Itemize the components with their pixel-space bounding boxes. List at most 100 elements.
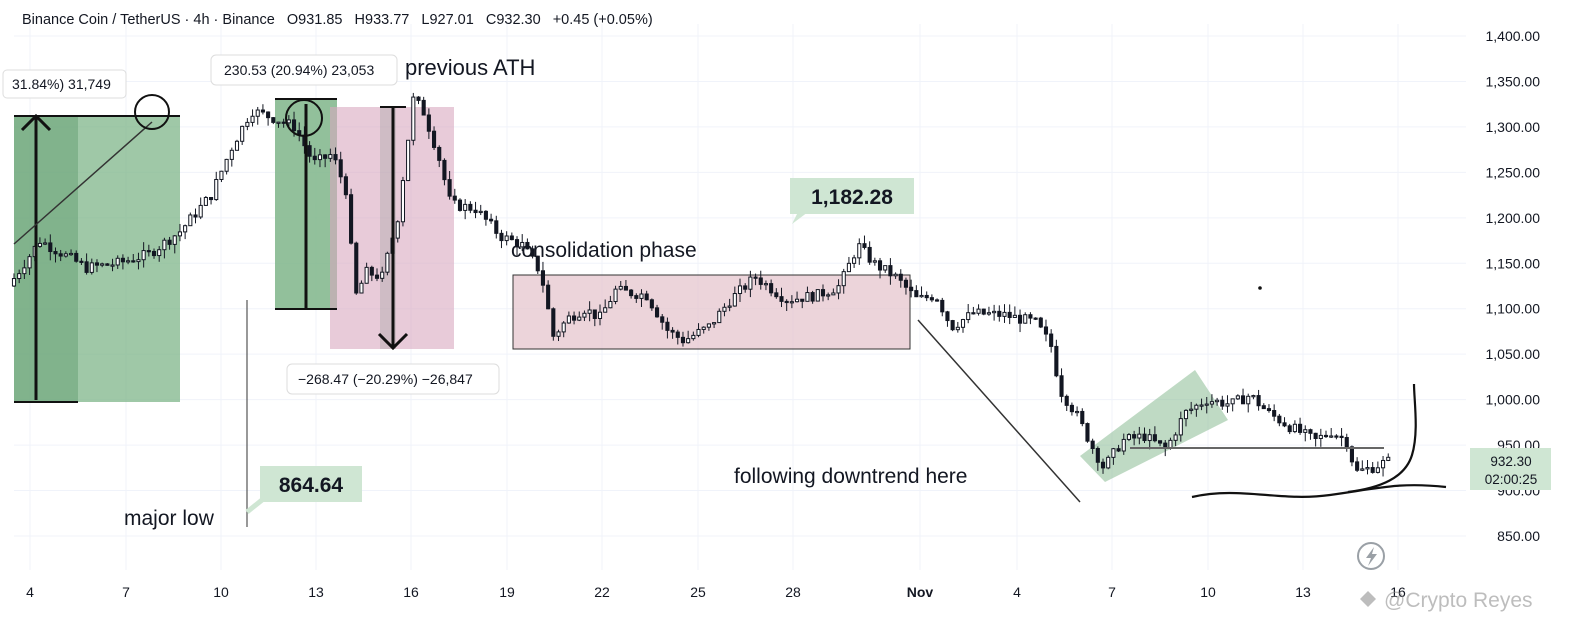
- x-tick-label: 10: [213, 584, 229, 600]
- candle: [546, 280, 551, 310]
- candle: [89, 258, 94, 275]
- ohlc-high: H933.77: [354, 12, 410, 28]
- candle: [167, 236, 172, 250]
- major-low-text: major low: [124, 507, 215, 530]
- candle: [582, 310, 587, 322]
- lightning-icon[interactable]: [1357, 542, 1385, 570]
- candle: [608, 295, 613, 309]
- candle: [784, 299, 789, 311]
- time-axis[interactable]: 4 7 10 13 16 19 22 25 28 Nov 4 7 10 13 16: [26, 584, 1406, 600]
- candle: [1090, 438, 1095, 454]
- circle-marker-1: [134, 94, 170, 130]
- arrow-head-down: [377, 332, 409, 351]
- candle: [950, 319, 955, 332]
- candle: [380, 266, 385, 282]
- candle: [22, 259, 27, 279]
- candle: [971, 306, 976, 315]
- candle: [1230, 398, 1235, 412]
- candle: [1329, 428, 1334, 438]
- candle: [115, 255, 120, 269]
- candle: [1313, 432, 1318, 447]
- candle: [276, 121, 281, 128]
- candle: [753, 273, 758, 286]
- candle: [333, 147, 338, 165]
- candle: [281, 118, 286, 128]
- candle: [914, 285, 919, 298]
- high-value-text: 1,182.28: [811, 186, 893, 209]
- ohlc-close: C932.30: [485, 12, 541, 28]
- watermark: @Crypto Reyes: [1360, 589, 1533, 612]
- candle: [1178, 411, 1183, 442]
- candle: [473, 201, 478, 219]
- y-tick-label: 1,150.00: [1486, 255, 1541, 271]
- candle: [779, 287, 784, 308]
- candle: [146, 244, 151, 257]
- candle: [1028, 312, 1033, 325]
- candle: [743, 283, 748, 293]
- candle: [1318, 428, 1323, 447]
- candle: [960, 318, 966, 333]
- candle: [317, 149, 323, 168]
- candle: [696, 323, 701, 338]
- x-tick-label: 16: [1390, 584, 1406, 600]
- candle: [722, 303, 727, 317]
- candles: [11, 92, 1391, 477]
- candle: [1261, 403, 1266, 410]
- candle: [1142, 427, 1147, 444]
- candle: [198, 197, 203, 220]
- measure-label-left: 31.84%) 31,749: [2, 69, 127, 99]
- candle: [1344, 433, 1349, 452]
- candle: [364, 262, 369, 284]
- candle: [966, 304, 971, 324]
- candle: [841, 268, 846, 294]
- candle: [141, 242, 146, 268]
- candle: [520, 234, 525, 251]
- candle: [494, 215, 499, 239]
- candle: [447, 171, 452, 200]
- candle: [110, 258, 115, 272]
- candle: [442, 158, 447, 186]
- candle: [846, 256, 851, 273]
- annotation-zones: [14, 99, 1228, 482]
- candle: [499, 229, 504, 249]
- candle: [826, 292, 831, 301]
- ohlc-change: +0.45 (+0.05%): [552, 12, 653, 28]
- candle: [680, 331, 686, 347]
- symbol-title[interactable]: Binance Coin / TetherUS · 4h · Binance: [22, 12, 275, 28]
- candle: [214, 171, 219, 201]
- candle: [1132, 430, 1137, 446]
- candle: [1173, 432, 1178, 447]
- candle: [629, 288, 634, 299]
- candle: [976, 304, 981, 316]
- candle: [193, 208, 198, 224]
- candle: [654, 304, 660, 318]
- candle: [1007, 304, 1012, 325]
- candle: [986, 306, 991, 316]
- candle: [763, 280, 768, 291]
- ohlc-open: O931.85: [286, 12, 343, 28]
- candle: [748, 270, 753, 298]
- candle: [852, 254, 857, 268]
- y-tick-label: 1,100.00: [1486, 301, 1541, 317]
- candle: [566, 311, 571, 324]
- candle: [105, 263, 110, 266]
- candle: [883, 265, 888, 273]
- candle: [1100, 458, 1106, 474]
- candle: [514, 236, 520, 256]
- candle: [540, 261, 546, 293]
- downtrend-line: [917, 319, 1081, 503]
- candle: [260, 104, 265, 115]
- candle: [431, 126, 437, 150]
- candle: [634, 293, 639, 303]
- candle: [1365, 459, 1370, 475]
- candle: [385, 251, 390, 276]
- candle: [1189, 401, 1194, 415]
- candle: [489, 213, 494, 224]
- x-tick-label: 4: [1013, 584, 1021, 600]
- candle: [43, 238, 48, 246]
- candle: [354, 241, 359, 295]
- candle: [1121, 433, 1126, 455]
- candle: [727, 298, 732, 312]
- measure-label-up-text: 230.53 (20.94%) 23,053: [224, 62, 374, 78]
